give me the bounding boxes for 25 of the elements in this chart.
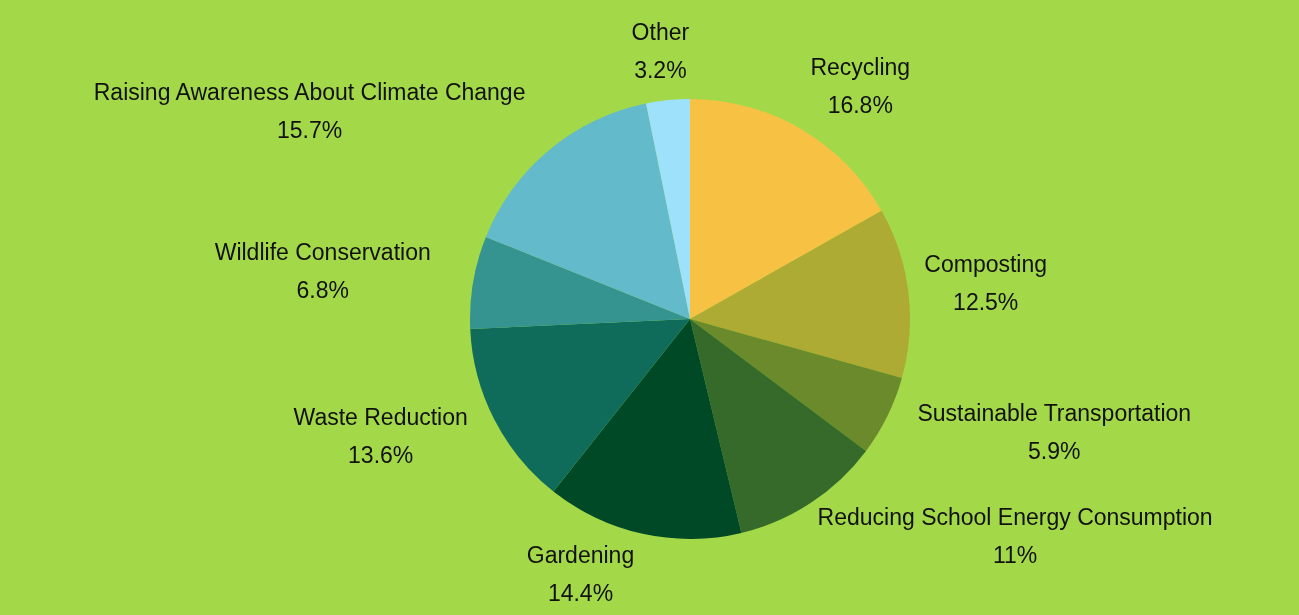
- data-label: 11%: [992, 542, 1038, 569]
- pie-slice: [690, 210, 910, 379]
- pie-slice: [690, 319, 902, 451]
- slice-label: Sustainable Transportation: [917, 400, 1192, 427]
- pie-slice: [470, 319, 690, 492]
- pie-slice: [485, 103, 690, 319]
- pie-slice: [470, 236, 690, 330]
- pie-slice: [553, 319, 742, 539]
- slice-label: Other: [631, 19, 690, 46]
- pie-slice: [646, 99, 690, 319]
- slice-label: Raising Awareness About Climate Change: [93, 79, 526, 106]
- data-label: 14.4%: [547, 579, 614, 606]
- data-label: 6.8%: [296, 276, 349, 303]
- slice-label: Waste Reduction: [293, 403, 468, 430]
- slice-label: Gardening: [526, 541, 635, 568]
- data-label: 3.2%: [634, 57, 687, 84]
- data-label: 15.7%: [277, 117, 343, 144]
- data-label: 16.8%: [827, 92, 893, 119]
- data-label: 12.5%: [953, 288, 1019, 315]
- slice-label: Wildlife Conservation: [214, 238, 431, 265]
- slice-label: Composting: [924, 250, 1048, 277]
- slice-label: Recycling: [810, 54, 911, 81]
- data-label: 13.6%: [348, 441, 414, 468]
- data-label: 5.9%: [1028, 438, 1081, 465]
- slice-label: Reducing School Energy Consumption: [817, 504, 1213, 531]
